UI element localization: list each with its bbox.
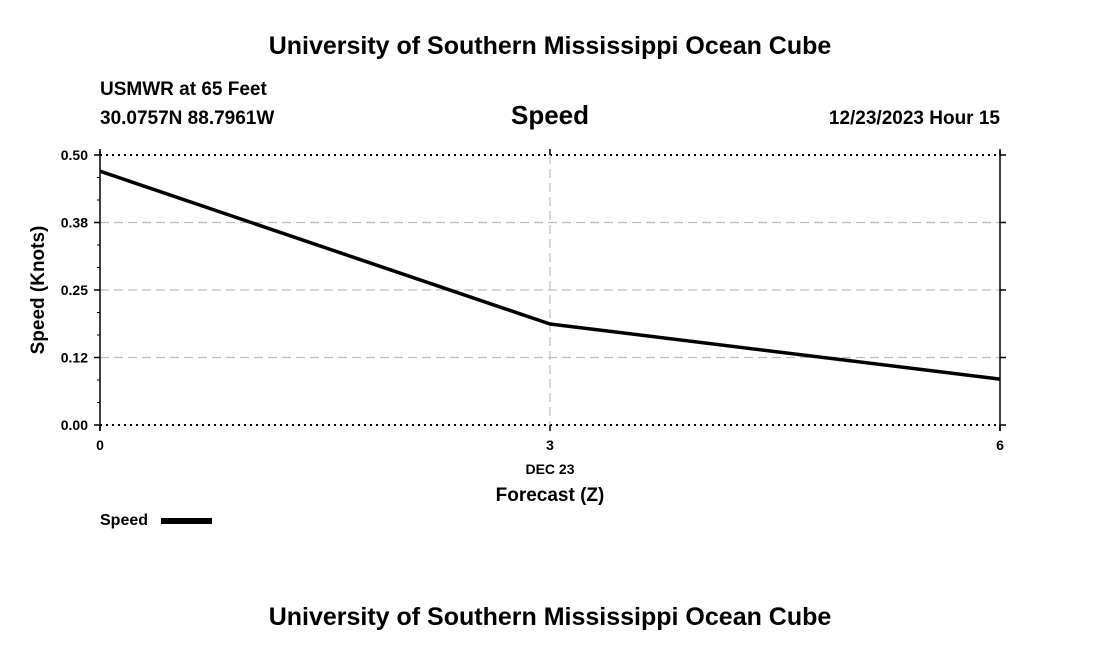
x-axis-label: Forecast (Z) — [496, 485, 605, 506]
y-tick-label: 0.12 — [61, 350, 88, 366]
chart-title: Speed — [511, 100, 589, 130]
x-axis-date-label: DEC 23 — [525, 461, 574, 477]
tick-labels: 0.00 0.12 0.25 0.38 0.50 0 3 6 — [61, 147, 1004, 453]
x-tick-label: 3 — [546, 437, 554, 453]
x-tick-label: 0 — [96, 437, 104, 453]
station-coords: 30.0757N 88.7961W — [100, 108, 274, 129]
legend-label: Speed — [100, 512, 148, 529]
y-tick-label: 0.38 — [61, 215, 88, 231]
axes — [94, 149, 1006, 431]
y-tick-label: 0.00 — [61, 417, 88, 433]
grid — [100, 154, 1000, 426]
page-title-top: University of Southern Mississippi Ocean… — [269, 32, 832, 60]
series — [99, 169, 1001, 381]
forecast-datetime: 12/23/2023 Hour 15 — [829, 108, 1001, 129]
x-tick-label: 6 — [996, 437, 1004, 453]
page-title-bottom: University of Southern Mississippi Ocean… — [269, 603, 832, 631]
y-tick-label: 0.25 — [61, 282, 88, 298]
series-line-speed — [99, 169, 1001, 381]
station-name: USMWR at 65 Feet — [100, 79, 267, 100]
y-axis-label: Speed (Knots) — [28, 226, 49, 355]
y-tick-label: 0.50 — [61, 147, 88, 163]
